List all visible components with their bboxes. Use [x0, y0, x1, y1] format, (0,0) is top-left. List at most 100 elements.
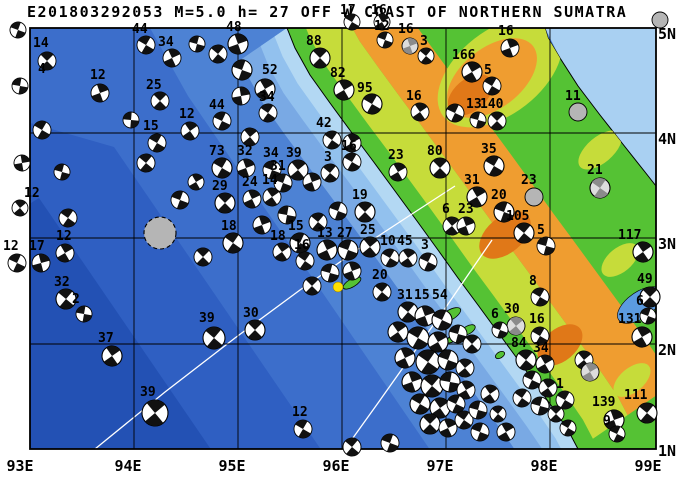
focal-mechanism-beachball	[293, 419, 313, 439]
beachball-quadrant	[40, 61, 54, 70]
focal-mechanism-beachball	[500, 38, 520, 58]
focal-mechanism-beachball	[188, 35, 206, 53]
focal-mechanism-beachball	[398, 248, 418, 268]
beachball-quadrant	[14, 163, 24, 171]
focal-mechanism-beachball	[639, 307, 657, 325]
depth-label: 19	[352, 188, 368, 203]
focal-mechanism-beachball	[427, 331, 449, 353]
x-tick-label: 93E	[6, 457, 33, 475]
depth-label: 15	[414, 288, 430, 303]
beachball-quadrant	[347, 162, 360, 171]
epicenter-marker	[332, 281, 344, 293]
beachball-quadrant	[485, 156, 499, 166]
beachball-quadrant	[205, 327, 222, 338]
focal-mechanism-beachball	[53, 163, 71, 181]
focal-mechanism-beachball	[222, 232, 244, 254]
y-tick-label: 4N	[658, 130, 676, 148]
beachball-quadrant	[234, 34, 248, 44]
focal-mechanism-beachball	[212, 111, 232, 131]
beachball-quadrant	[439, 428, 452, 437]
depth-label: 4	[38, 62, 46, 77]
focal-mechanism-beachball	[162, 48, 182, 68]
beachball-quadrant	[344, 143, 357, 152]
beachball-quadrant	[448, 382, 460, 392]
depth-label: 29	[212, 179, 228, 194]
beachball-quadrant	[491, 406, 504, 414]
focal-mechanism-beachball	[254, 78, 276, 100]
focal-mechanism-beachball	[11, 77, 29, 95]
focal-mechanism-beachball	[242, 189, 262, 209]
beachball-quadrant	[385, 258, 398, 267]
focal-mechanism-beachball	[456, 216, 476, 236]
beachball-quadrant	[560, 400, 573, 409]
focal-mechanism-beachball	[202, 326, 226, 350]
beachball-quadrant	[613, 434, 625, 442]
beachball-quadrant	[59, 299, 74, 309]
beachball-quadrant	[457, 226, 470, 235]
focal-mechanism-beachball	[454, 410, 474, 430]
focal-mechanism-beachball	[244, 319, 266, 341]
depth-label: 17	[29, 239, 45, 254]
focal-mechanism-beachball	[240, 127, 260, 147]
focal-mechanism-beachball	[406, 326, 430, 350]
focal-mechanism-beachball	[372, 282, 392, 302]
beachball-quadrant	[344, 153, 357, 162]
focal-mechanism-beachball	[417, 47, 435, 65]
beachball-quadrant	[492, 414, 505, 422]
focal-mechanism-beachball	[639, 286, 661, 308]
focal-mechanism-beachball	[258, 103, 278, 123]
beachball-quadrant	[146, 400, 165, 413]
focal-mechanism-beachball	[236, 158, 256, 178]
beachball-quadrant	[412, 112, 426, 121]
focal-mechanism-beachball	[530, 326, 550, 346]
focal-mechanism-beachball	[333, 79, 355, 101]
depth-label: 54	[432, 288, 448, 303]
depth-label: 20	[372, 268, 388, 283]
depth-label: 30	[243, 306, 259, 321]
beachball-quadrant	[10, 22, 21, 30]
beachball-quadrant	[452, 404, 465, 413]
beachball-quadrant	[484, 385, 498, 394]
beachball-quadrant	[540, 355, 553, 364]
focal-mechanism-beachball	[632, 241, 654, 263]
depth-label: 31	[270, 159, 286, 174]
focal-mechanism-beachball	[468, 400, 488, 420]
beachball-quadrant	[13, 263, 26, 272]
depth-label: 18	[270, 229, 286, 244]
beachball-quadrant	[444, 419, 457, 428]
depth-label: 34	[263, 146, 279, 161]
beachball-quadrant	[152, 143, 165, 152]
beachball-quadrant	[263, 161, 276, 170]
beachball-quadrant	[543, 246, 555, 255]
depth-label: 31	[464, 173, 480, 188]
focal-mechanism-beachball	[55, 243, 75, 263]
focal-mechanism-beachball	[418, 252, 438, 272]
focal-mechanism-beachball	[343, 13, 361, 31]
beachball-quadrant	[378, 14, 389, 22]
beachball-quadrant	[96, 84, 109, 93]
beachball-quadrant	[639, 403, 654, 413]
focal-mechanism-beachball	[388, 162, 408, 182]
focal-mechanism-beachball	[397, 301, 419, 323]
depth-label: 39	[140, 385, 156, 400]
focal-mechanism-beachball	[530, 396, 550, 416]
depth-label: 10	[380, 234, 396, 249]
beachball-quadrant	[82, 314, 92, 322]
beachball-quadrant	[256, 89, 270, 99]
axis-labels: 93E 94E 95E 96E 97E 98E 99E 5N 4N 3N 2N 1N	[6, 25, 676, 475]
beachball-quadrant	[475, 410, 487, 419]
x-tick-label: 95E	[218, 457, 245, 475]
focal-mechanism-beachball	[373, 13, 391, 31]
beachball-sphere	[568, 102, 588, 122]
beachball-quadrant	[415, 404, 429, 414]
beachball-quadrant	[305, 286, 319, 295]
focal-mechanism-beachball	[9, 21, 27, 39]
beachball-quadrant	[244, 128, 257, 137]
beachball-quadrant	[458, 368, 471, 377]
beachball-quadrant	[462, 217, 475, 226]
beachball-quadrant	[468, 197, 482, 207]
focal-mechanism-beachball	[387, 321, 409, 343]
beachball-quadrant	[375, 283, 388, 292]
focal-mechanism-beachball	[438, 418, 458, 438]
